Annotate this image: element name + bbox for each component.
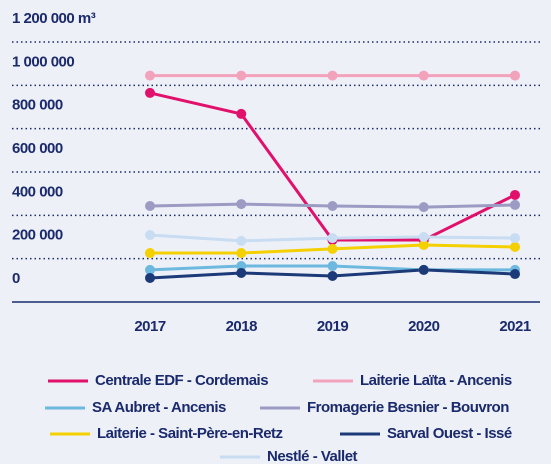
data-point (145, 87, 155, 98)
data-point (145, 248, 155, 259)
data-point (327, 271, 338, 281)
data-point (327, 243, 338, 254)
data-point (327, 201, 338, 212)
data-point (510, 269, 520, 280)
y-tick-label: 200 000 (12, 227, 63, 244)
legend-label: Centrale EDF - Cordemais (95, 372, 268, 389)
data-point (236, 261, 247, 272)
data-point (327, 70, 338, 81)
data-point (145, 70, 155, 81)
legend-label: SA Aubret - Ancenis (92, 399, 226, 416)
x-tick-label: 2017 (134, 318, 166, 335)
legend-label: Fromagerie Besnier - Bouvron (307, 399, 509, 416)
data-point (510, 233, 520, 244)
data-point (236, 248, 247, 259)
data-point (510, 70, 520, 81)
legend-label: Nestlé - Vallet (267, 448, 358, 464)
data-point (327, 233, 338, 244)
y-tick-label: 1 200 000 m³ (12, 10, 96, 27)
data-point (418, 264, 429, 275)
data-point (418, 232, 429, 242)
data-point (510, 189, 520, 200)
legend-label: Laiterie Laïta - Ancenis (360, 372, 512, 389)
y-tick-label: 600 000 (12, 140, 63, 157)
data-point (236, 235, 247, 246)
y-tick-label: 800 000 (12, 97, 63, 114)
data-point (145, 272, 155, 283)
data-point (327, 261, 338, 272)
x-tick-label: 2019 (317, 318, 349, 335)
data-point (145, 201, 155, 212)
data-point (236, 70, 247, 81)
x-tick-label: 2018 (226, 318, 258, 335)
data-point (510, 241, 520, 252)
y-tick-label: 0 (12, 270, 20, 287)
data-point (236, 267, 247, 278)
data-point (418, 70, 429, 81)
data-point (418, 202, 429, 213)
data-point (236, 108, 247, 119)
y-tick-label: 1 000 000 (12, 53, 74, 70)
data-point (145, 230, 155, 241)
data-point (510, 199, 520, 210)
x-tick-label: 2020 (408, 318, 440, 335)
x-tick-label: 2021 (499, 318, 531, 335)
legend-label: Laiterie - Saint-Père-en-Retz (97, 425, 283, 442)
y-tick-label: 400 000 (12, 183, 63, 200)
series-line (149, 91, 516, 242)
data-point (236, 199, 247, 210)
legend-label: Sarval Ouest - Issé (387, 425, 512, 442)
data-point (145, 264, 155, 275)
data-point (418, 240, 429, 251)
